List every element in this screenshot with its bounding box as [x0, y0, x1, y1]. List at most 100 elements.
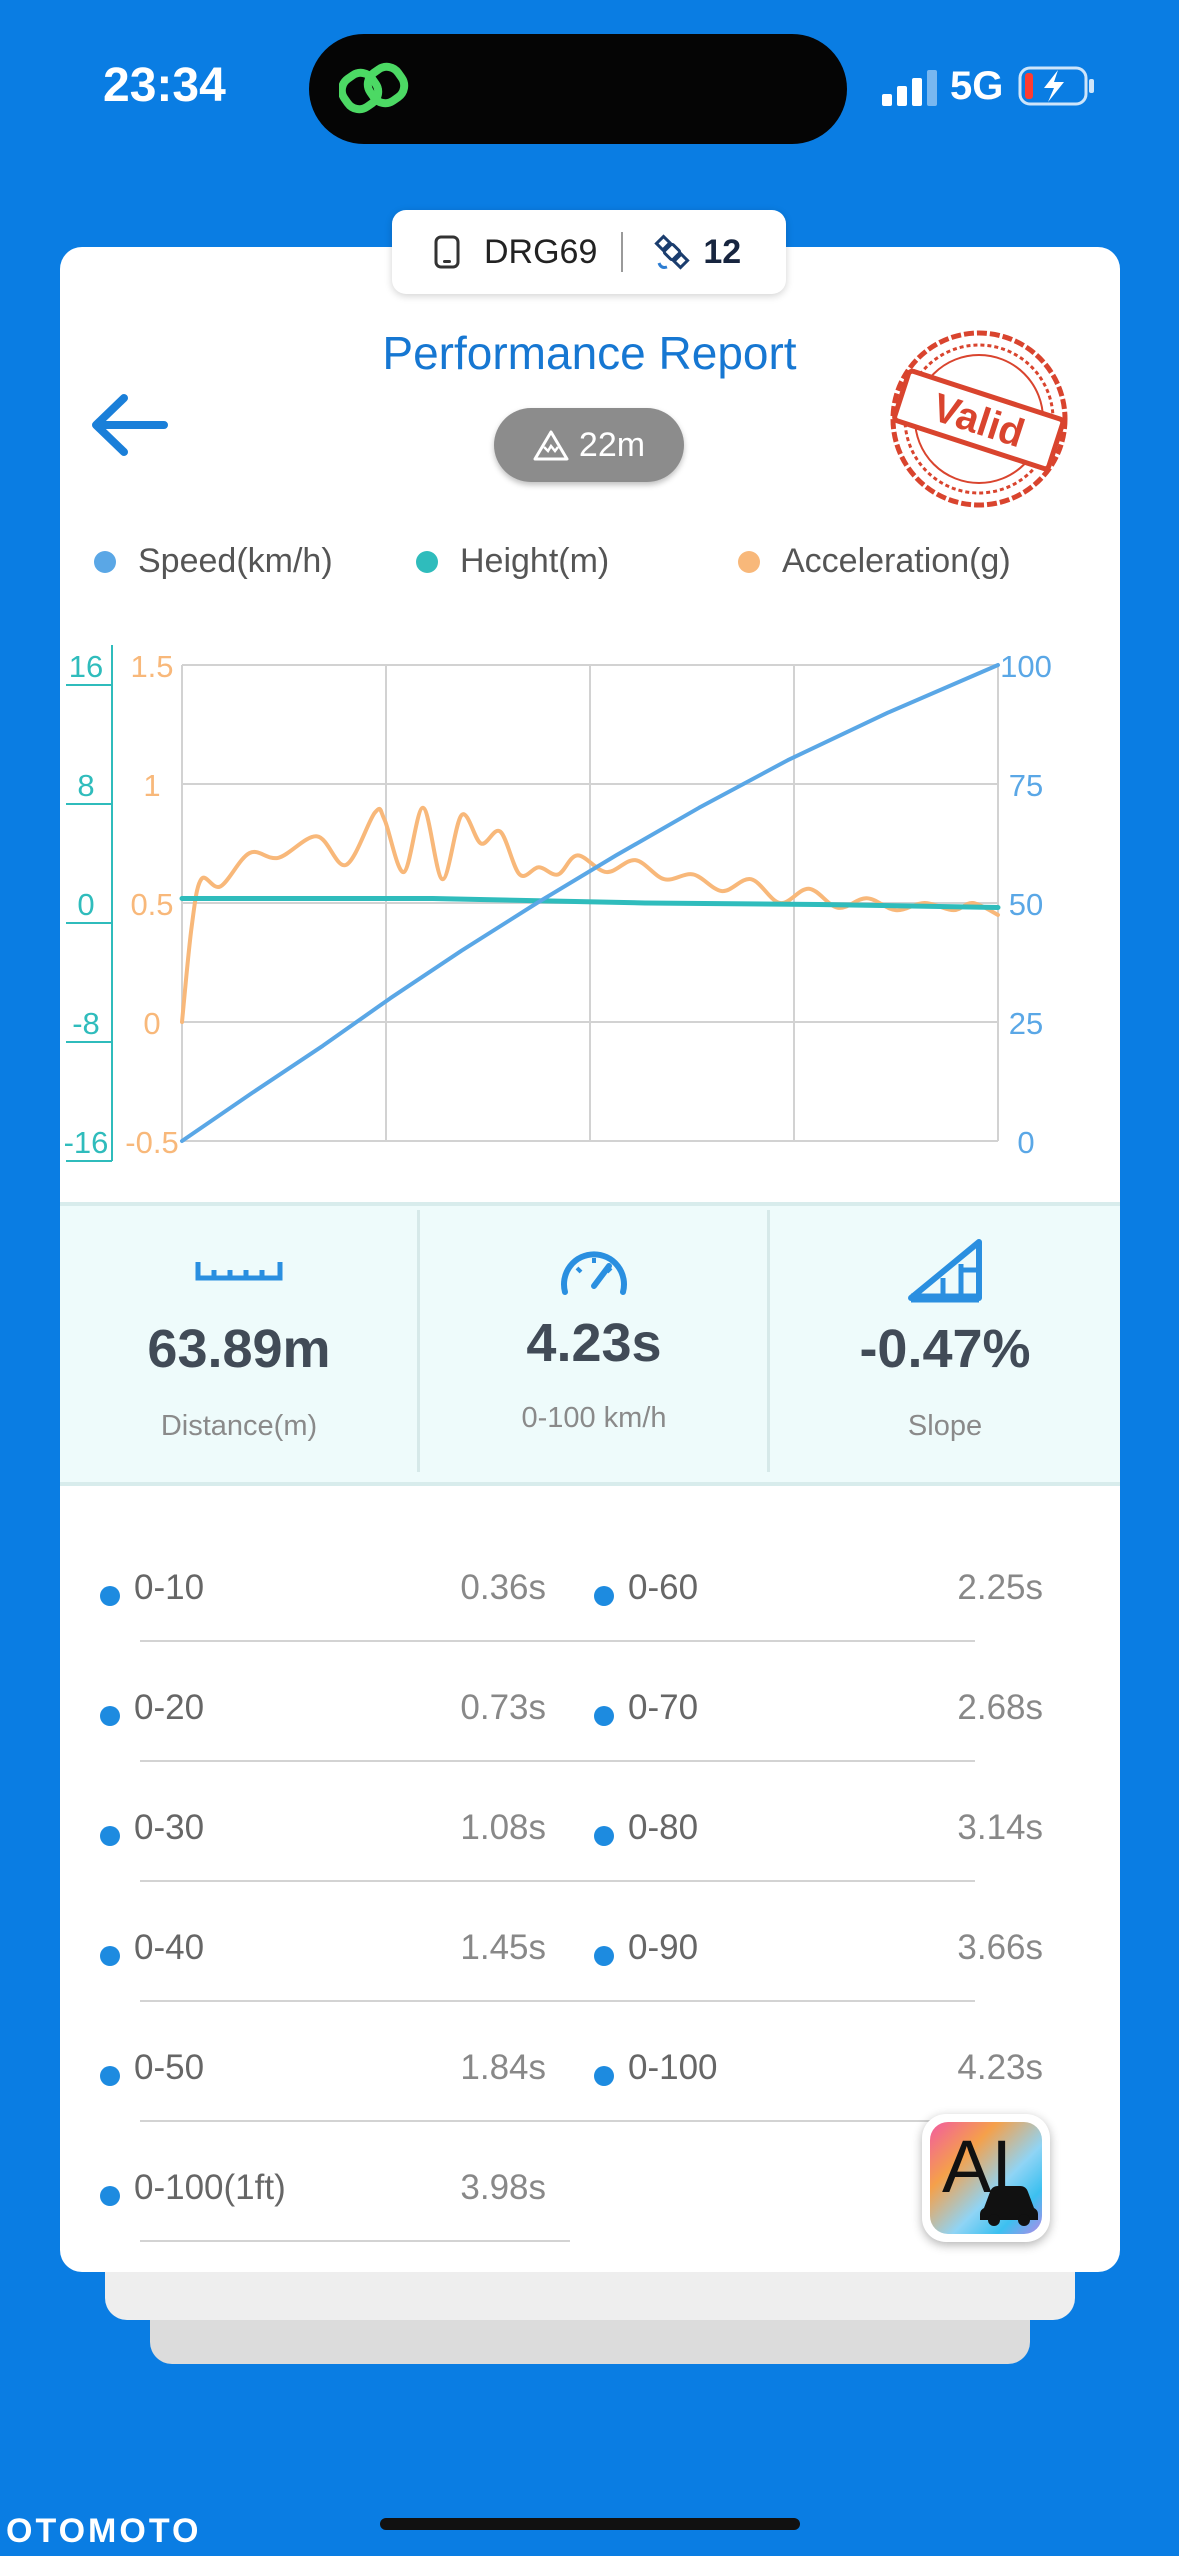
split-bullet: [100, 1586, 120, 1606]
stat-0-100: 4.23s 0-100 km/h: [420, 1206, 768, 1482]
speed-axis-tick-label: 100: [1000, 649, 1052, 684]
stat-label: 0-100 km/h: [521, 1402, 667, 1434]
legend-label: Speed(km/h): [138, 542, 333, 580]
split-label: 0-100(1ft): [134, 2168, 286, 2207]
legend-dot: [738, 550, 760, 573]
speed-axis-tick-label: 0: [1017, 1125, 1034, 1160]
ruler-icon: [195, 1262, 283, 1281]
stat-label: Distance(m): [160, 1410, 318, 1442]
accel-axis-tick-label: -0.5: [125, 1125, 178, 1160]
row-divider: [140, 2240, 570, 2242]
stat-value: 63.89m: [147, 1319, 331, 1379]
mountain-icon: [533, 430, 569, 461]
legend-dot: [94, 550, 116, 573]
split-label: 0-30: [134, 1808, 205, 1847]
split-label: 0-80: [628, 1808, 699, 1847]
watermark: OTOMOTO: [6, 2512, 202, 2550]
legend-dot: [416, 550, 438, 573]
split-bullet: [100, 1826, 120, 1846]
height-axis-tick-label: 16: [69, 649, 103, 684]
network-type: 5G: [950, 64, 1004, 108]
split-label: 0-10: [134, 1568, 205, 1607]
split-time: 0.36s: [460, 1568, 546, 1607]
split-label: 0-70: [628, 1688, 699, 1727]
speedometer-icon: [561, 1251, 627, 1295]
split-bullet: [594, 1946, 614, 1966]
row-divider: [140, 1760, 975, 1762]
accel-axis-tick-label: 0: [143, 1006, 160, 1041]
legend-item-acceleration: Acceleration(g): [738, 542, 1011, 581]
page-title: Performance Report: [382, 327, 797, 379]
dynamic-island: [309, 34, 847, 144]
split-bullet: [594, 1706, 614, 1726]
phone-icon: [434, 235, 460, 269]
divider: [417, 1210, 420, 1472]
split-bullet: [594, 2066, 614, 2086]
row-divider: [140, 1640, 975, 1642]
status-time: 23:34: [103, 59, 226, 112]
signal-icon: [882, 70, 937, 106]
split-time: 3.14s: [957, 1808, 1043, 1847]
height-axis-tick-label: -16: [64, 1125, 109, 1160]
height-axis-tick-label: -8: [72, 1006, 100, 1041]
stat-slope: -0.47% Slope: [770, 1206, 1120, 1482]
back-arrow-icon[interactable]: [88, 390, 168, 460]
stats-panel: 63.89m Distance(m) 4.23s 0-100 km/h -0.4…: [60, 1202, 1120, 1486]
split-time: 2.68s: [957, 1688, 1043, 1727]
row-divider: [140, 2120, 975, 2122]
home-indicator[interactable]: [380, 2518, 800, 2530]
split-time: 3.66s: [957, 1928, 1043, 1967]
battery-charging-icon: [1018, 66, 1094, 106]
ai-assistant-button[interactable]: AI: [922, 2114, 1050, 2242]
split-bullet: [100, 2186, 120, 2206]
accel-axis-tick-label: 1: [143, 768, 160, 803]
speed-axis-tick-label: 50: [1009, 887, 1043, 922]
split-label: 0-20: [134, 1688, 205, 1727]
series-line-speedkmh: [180, 663, 1000, 1143]
accel-axis-tick-label: 1.5: [130, 649, 173, 684]
split-bullet: [100, 1946, 120, 1966]
stat-value: 4.23s: [526, 1313, 662, 1373]
split-bullet: [594, 1586, 614, 1606]
valid-stamp: Valid: [890, 330, 1068, 508]
legend-item-speed: Speed(km/h): [94, 542, 333, 581]
split-time: 2.25s: [957, 1568, 1043, 1607]
split-time: 1.84s: [460, 2048, 546, 2087]
slope-icon: [908, 1239, 982, 1303]
altitude-value: 22m: [578, 425, 646, 464]
speed-axis-tick-label: 75: [1009, 768, 1043, 803]
series-line-heightm: [179, 896, 1001, 910]
split-label: 0-50: [134, 2048, 205, 2087]
device-info-pill: DRG69 12: [392, 210, 786, 294]
split-bullet: [100, 2066, 120, 2086]
split-time: 4.23s: [957, 2048, 1043, 2087]
stat-value: -0.47%: [859, 1319, 1031, 1379]
legend-label: Acceleration(g): [782, 542, 1011, 580]
split-time: 1.08s: [460, 1808, 546, 1847]
split-bullet: [594, 1826, 614, 1846]
series-line-accelerationg: [180, 805, 1000, 1024]
split-time: 3.98s: [460, 2168, 546, 2207]
split-label: 0-100: [628, 2048, 718, 2087]
device-code: DRG69: [484, 232, 598, 271]
status-bar: 23:34 5G: [0, 0, 1179, 180]
split-time: 0.73s: [460, 1688, 546, 1727]
satellite-icon: [654, 234, 691, 270]
split-label: 0-90: [628, 1928, 699, 1967]
divider: [767, 1210, 770, 1472]
satellite-count: 12: [703, 232, 742, 271]
height-axis-tick-label: 0: [77, 887, 94, 922]
divider: [621, 232, 624, 272]
accel-axis-tick-label: 0.5: [130, 887, 173, 922]
ai-icon: AI: [930, 2122, 1042, 2234]
row-divider: [140, 2000, 975, 2002]
legend-item-height: Height(m): [416, 542, 609, 581]
stat-label: Slope: [907, 1410, 983, 1442]
performance-chart: 16 8 0 -8 -16 1.5 1 0.5 0 -0.5 100 75 50 25 0: [64, 645, 1052, 1162]
split-time: 1.45s: [460, 1928, 546, 1967]
split-bullet: [100, 1706, 120, 1726]
altitude-badge: 22m: [494, 408, 684, 482]
row-divider: [140, 1880, 975, 1882]
legend-label: Height(m): [460, 542, 610, 580]
car-icon: [980, 2186, 1038, 2226]
